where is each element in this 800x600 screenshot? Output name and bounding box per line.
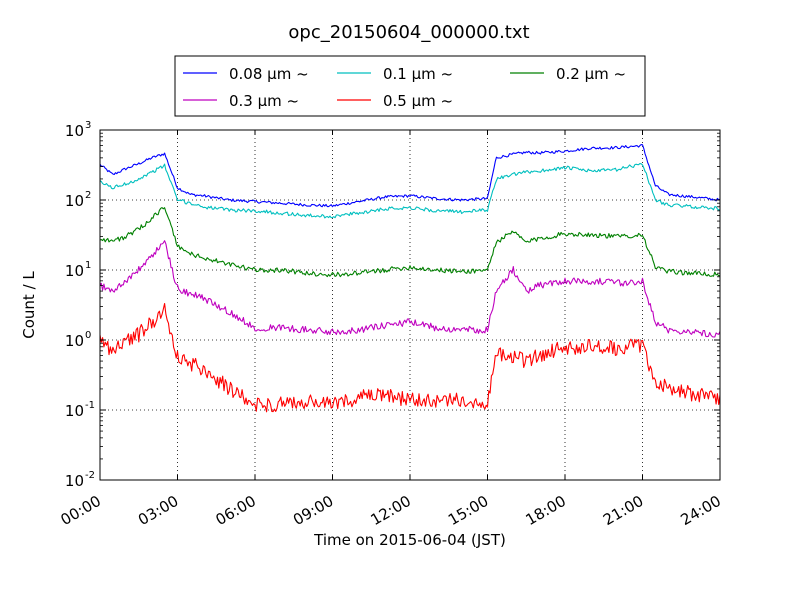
legend-label: 0.1 μm ~ — [383, 65, 453, 83]
legend-label: 0.5 μm ~ — [383, 92, 453, 110]
series-line — [99, 302, 721, 413]
legend-label: 0.08 μm ~ — [229, 65, 309, 83]
y-tick-exponent: -2 — [85, 470, 95, 481]
y-tick-base: 10 — [65, 262, 84, 280]
plot-area: 00:00 03:00 06:00 09:00 12:00 15:00 18:00 21:00… — [58, 120, 724, 529]
y-tick-label: 10 0 — [65, 330, 91, 350]
y-tick-exponent: 1 — [85, 260, 91, 271]
x-tick-label: 18:00 — [523, 492, 569, 529]
y-tick-base: 10 — [65, 192, 84, 210]
y-tick-base: 10 — [65, 472, 84, 490]
x-tick-label: 00:00 — [58, 492, 104, 529]
y-tick-exponent: 0 — [85, 330, 91, 341]
chart-title: opc_20150604_000000.txt — [288, 22, 529, 43]
series-line — [99, 207, 721, 278]
y-tick-exponent: 2 — [85, 190, 91, 201]
legend-label: 0.3 μm ~ — [229, 92, 299, 110]
y-tick-label: 10 1 — [65, 260, 91, 280]
y-tick-base: 10 — [65, 332, 84, 350]
legend-label: 0.2 μm ~ — [556, 65, 626, 83]
y-tick-base: 10 — [65, 122, 84, 140]
x-tick-label: 09:00 — [290, 492, 336, 529]
y-axis-label: Count / L — [20, 271, 38, 339]
y-tick-label: 10 -1 — [65, 400, 95, 420]
x-tick-label: 21:00 — [600, 492, 646, 529]
y-tick-exponent: 3 — [85, 120, 91, 131]
y-tick-label: 10 2 — [65, 190, 91, 210]
series-line — [99, 163, 721, 219]
series-line — [99, 240, 721, 338]
legend-box — [174, 55, 646, 117]
x-tick-label: 15:00 — [445, 492, 491, 529]
y-tick-label: 10 -2 — [65, 470, 95, 490]
series-line — [99, 144, 721, 208]
y-tick-exponent: -1 — [85, 400, 95, 411]
x-tick-label: 12:00 — [368, 492, 414, 529]
x-tick-label: 06:00 — [213, 492, 259, 529]
y-tick-label: 10 3 — [65, 120, 91, 140]
x-tick-label: 03:00 — [135, 492, 181, 529]
x-tick-label: 24:00 — [678, 492, 724, 529]
y-tick-base: 10 — [65, 402, 84, 420]
x-axis-label: Time on 2015-06-04 (JST) — [313, 531, 506, 549]
legend: 0.08 μm ~ 0.1 μm ~ 0.2 μm ~ 0.3 μm ~ 0.5 μm … — [174, 55, 646, 117]
